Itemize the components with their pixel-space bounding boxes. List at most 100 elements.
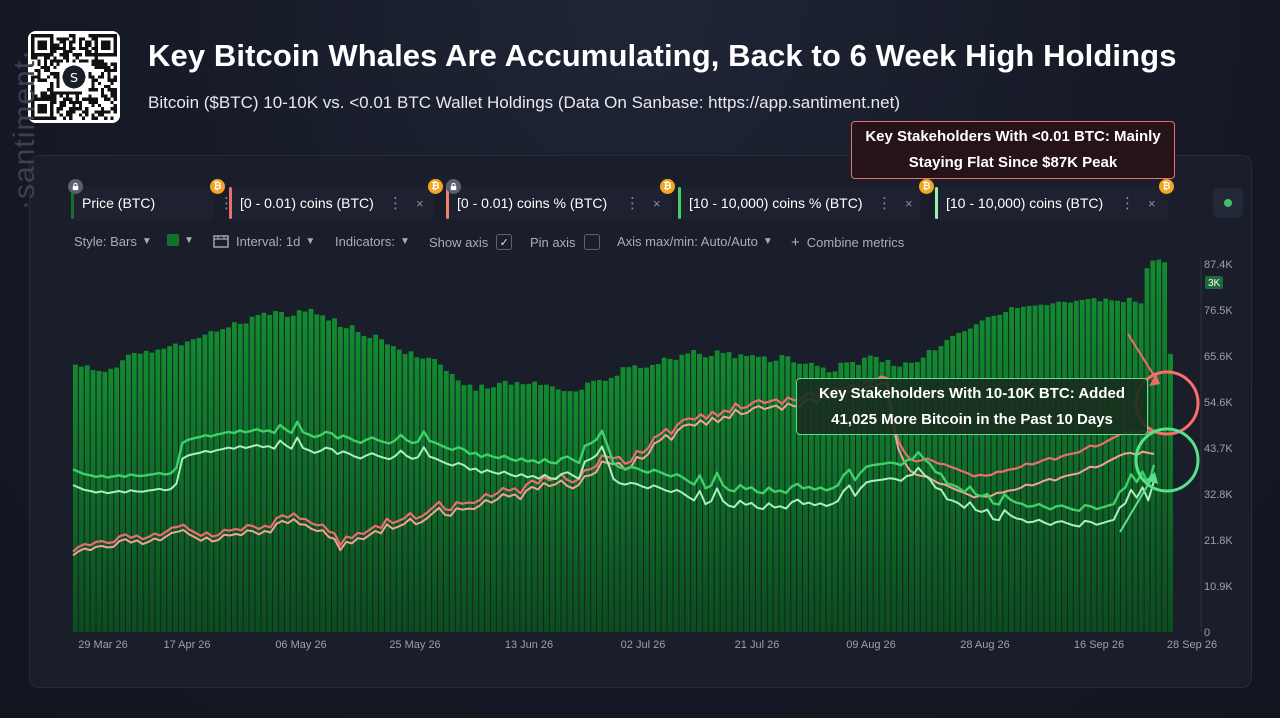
price-bar: [673, 359, 679, 632]
price-bar: [1132, 301, 1138, 632]
show-axis-checkbox[interactable]: ✓: [496, 234, 513, 250]
price-bar: [155, 349, 161, 632]
price-bar: [302, 311, 308, 632]
series-line-4: [72, 436, 1155, 528]
price-bar: [443, 370, 449, 632]
price-bar: [1085, 299, 1091, 632]
price-bar: [414, 357, 420, 632]
price-bar: [585, 382, 591, 632]
settings-toggle-button[interactable]: [1213, 188, 1243, 218]
metric-tab-2[interactable]: [0 - 0.01) coins (BTC) ⋮ ×: [229, 186, 434, 220]
price-bar: [808, 362, 814, 632]
price-bar: [1162, 262, 1168, 632]
color-picker[interactable]: ▼: [167, 234, 194, 246]
price-bar: [1062, 302, 1067, 632]
price-bar: [1126, 297, 1132, 632]
y-tick-label: 54.6K: [1204, 397, 1233, 409]
price-bar: [773, 360, 779, 632]
price-bar: [178, 345, 184, 632]
price-bar: [685, 353, 691, 632]
interval-dropdown[interactable]: Interval: 1d ▼: [213, 234, 315, 249]
price-bar: [432, 358, 437, 632]
pin-axis-label: Pin axis: [530, 234, 576, 250]
chevron-down-icon: ▼: [184, 234, 194, 246]
price-bar: [879, 361, 885, 632]
price-bar: [785, 356, 791, 632]
series-line-3: [72, 420, 1156, 512]
price-bar: [1073, 300, 1079, 632]
price-bar: [208, 331, 214, 632]
price-bar: [856, 364, 861, 632]
close-icon[interactable]: ×: [1148, 195, 1156, 211]
x-tick-label: 28 Aug 26: [960, 639, 1010, 651]
price-bar: [967, 328, 973, 632]
price-bar: [320, 315, 326, 632]
price-bar: [220, 329, 226, 632]
price-bar: [932, 350, 938, 632]
chevron-down-icon: ▼: [762, 236, 773, 247]
price-bar: [73, 364, 78, 632]
price-bar: [738, 354, 744, 632]
more-options-icon[interactable]: ⋮: [625, 195, 640, 212]
indicators-label: Indicators:: [335, 234, 395, 249]
price-bar: [149, 352, 155, 632]
annotation-whales-line2: 41,025 More Bitcoin in the Past 10 Days: [831, 411, 1113, 428]
chevron-down-icon: ▼: [141, 236, 152, 247]
metric-tab-4[interactable]: [10 - 10,000) coins % (BTC) ⋮ ×: [678, 186, 921, 220]
price-bar: [702, 357, 708, 632]
price-bar: [655, 364, 661, 632]
price-bar: [744, 355, 750, 632]
combine-metrics-button[interactable]: + Combine metrics: [791, 234, 904, 251]
price-bar: [1044, 305, 1050, 632]
close-icon[interactable]: ×: [416, 195, 424, 211]
chevron-down-icon: ▼: [305, 236, 316, 247]
pin-axis-toggle[interactable]: Pin axis: [530, 234, 600, 250]
price-bar: [255, 314, 261, 632]
close-icon[interactable]: ×: [653, 195, 661, 211]
price-bar: [120, 360, 125, 632]
price-bar: [1121, 302, 1126, 632]
y-tick-label: 76.5K: [1204, 305, 1233, 317]
price-bar: [508, 384, 514, 632]
price-bar: [549, 386, 555, 632]
qr-code: S: [28, 31, 120, 123]
metric-tab-5[interactable]: [10 - 10,000) coins (BTC) ⋮ ×: [935, 186, 1167, 220]
price-bar: [1109, 300, 1115, 632]
y-tick-label: 0: [1204, 627, 1210, 639]
bitcoin-badge-icon: ₿: [210, 179, 225, 194]
metric-tab-3[interactable]: [0 - 0.01) coins % (BTC) ⋮ ×: [446, 186, 671, 220]
price-bar: [326, 320, 331, 632]
price-bar: [108, 368, 114, 632]
price-bar: [438, 364, 443, 632]
chevron-down-icon: ▼: [399, 236, 410, 247]
axis-maxmin-dropdown[interactable]: Axis max/min: Auto/Auto ▼: [617, 234, 773, 249]
price-bar: [661, 357, 667, 632]
price-bar: [273, 311, 279, 632]
style-dropdown[interactable]: Style: Bars ▼: [74, 234, 152, 249]
lock-icon: [68, 179, 83, 194]
lock-icon: [446, 179, 461, 194]
price-bar: [1156, 259, 1162, 632]
price-bar: [903, 362, 908, 632]
arrow-red: [1127, 333, 1159, 383]
x-tick-label: 13 Jun 26: [505, 639, 553, 651]
show-axis-toggle[interactable]: Show axis ✓: [429, 234, 513, 250]
more-options-icon[interactable]: ⋮: [388, 195, 403, 212]
arrow-head-green: [1146, 472, 1158, 484]
close-icon[interactable]: ×: [905, 195, 913, 211]
series-line-1: [72, 375, 1155, 553]
price-bar: [532, 381, 538, 632]
pin-axis-checkbox[interactable]: [583, 234, 600, 250]
price-bar: [755, 356, 761, 632]
indicators-dropdown[interactable]: Indicators: ▼: [335, 234, 410, 249]
price-bar: [1103, 298, 1109, 632]
more-options-icon[interactable]: ⋮: [1120, 195, 1135, 212]
price-bar: [1038, 304, 1044, 632]
price-bar: [308, 308, 314, 632]
price-bar: [1050, 303, 1056, 632]
highlight-circle-green: [1134, 427, 1200, 493]
more-options-icon[interactable]: ⋮: [877, 195, 892, 212]
price-bar: [90, 370, 96, 632]
price-bar: [820, 367, 826, 632]
price-bar: [426, 357, 432, 632]
